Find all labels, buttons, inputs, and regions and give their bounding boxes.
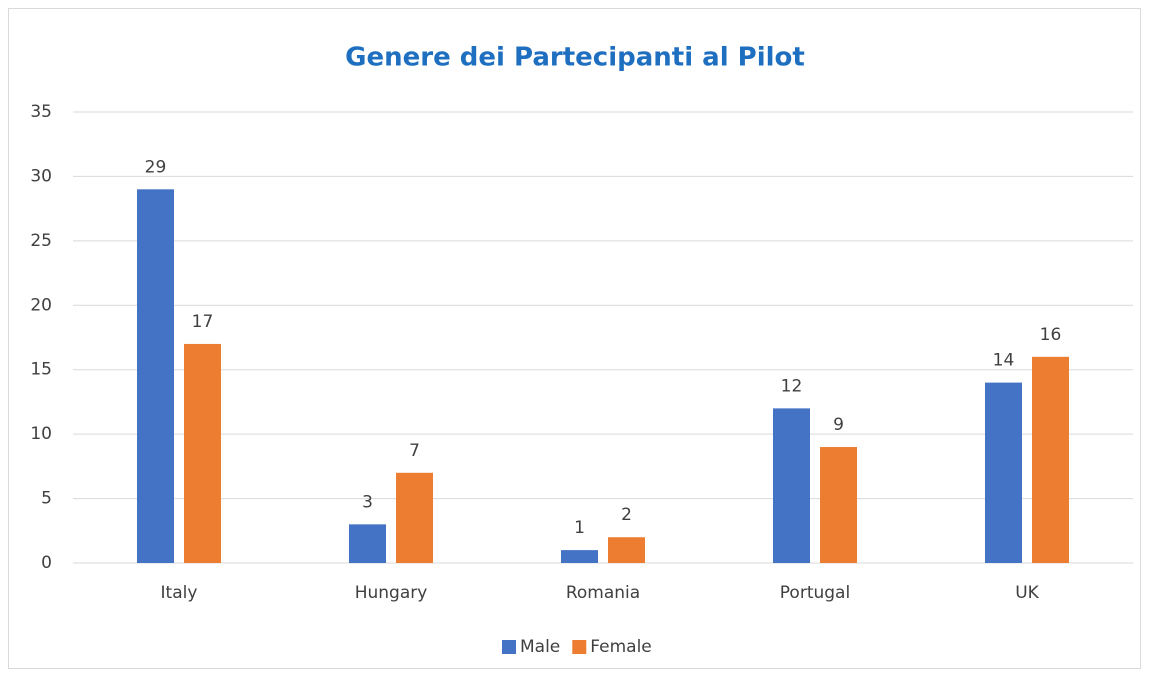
- data-label: 17: [192, 312, 214, 332]
- x-tick-label: Romania: [566, 583, 640, 603]
- chart-frame: [8, 8, 1141, 669]
- bar: [184, 343, 221, 563]
- y-tick-label: 30: [30, 166, 52, 186]
- y-tick-label: 10: [30, 424, 52, 444]
- data-label: 7: [409, 441, 420, 461]
- x-tick-label: UK: [1015, 583, 1039, 603]
- x-tick-label: Italy: [161, 583, 198, 603]
- legend-label: Female: [590, 637, 651, 657]
- bar: [820, 447, 857, 563]
- bar: [349, 524, 386, 563]
- data-label: 12: [781, 376, 803, 396]
- bar: [561, 550, 598, 563]
- y-tick-label: 5: [41, 489, 52, 509]
- bar: [773, 408, 810, 563]
- legend-swatch: [502, 640, 516, 654]
- data-label: 29: [145, 157, 167, 177]
- y-tick-label: 25: [30, 231, 52, 251]
- bar: [985, 382, 1022, 563]
- data-label: 2: [621, 505, 632, 525]
- legend-label: Male: [520, 637, 560, 657]
- bar: [396, 472, 433, 563]
- bar: [1032, 356, 1069, 563]
- y-tick-label: 35: [30, 102, 52, 122]
- y-tick-label: 0: [41, 553, 52, 573]
- data-label: 16: [1040, 325, 1062, 345]
- legend-swatch: [572, 640, 587, 654]
- bar: [608, 537, 645, 563]
- bar: [137, 189, 174, 564]
- x-tick-label: Hungary: [355, 583, 428, 603]
- y-tick-label: 20: [30, 295, 52, 315]
- data-label: 14: [993, 351, 1015, 371]
- y-tick-label: 15: [30, 360, 52, 380]
- chart-title: Genere dei Partecipanti al Pilot: [345, 43, 805, 73]
- data-label: 9: [833, 415, 844, 435]
- x-tick-label: Portugal: [780, 583, 850, 603]
- data-label: 1: [574, 518, 585, 538]
- data-label: 3: [362, 492, 373, 512]
